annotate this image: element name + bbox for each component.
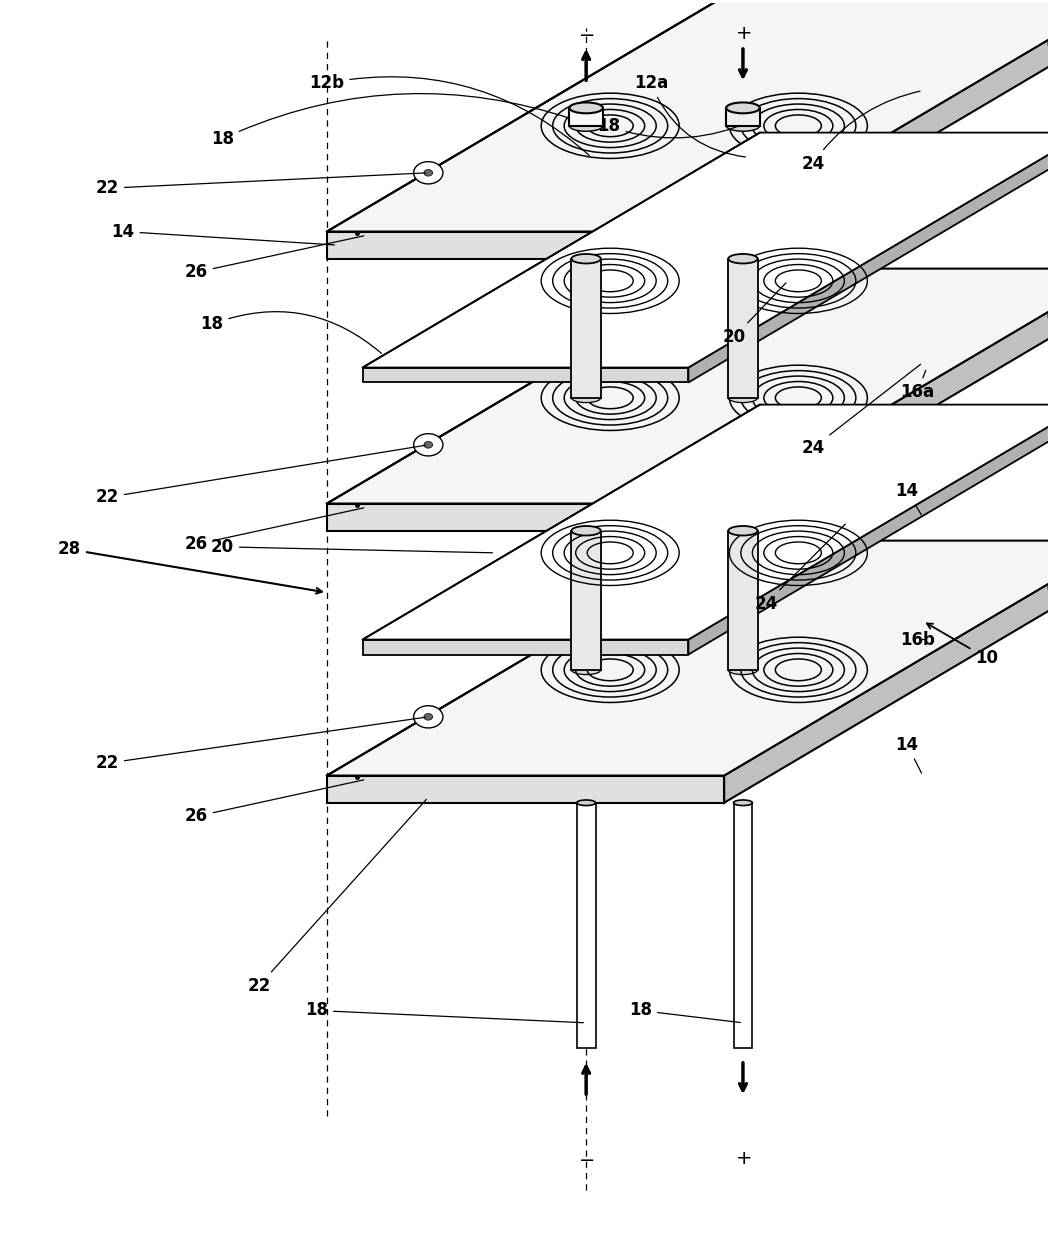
Text: 22: 22 (96, 173, 426, 197)
Polygon shape (327, 268, 1051, 503)
Polygon shape (327, 231, 724, 258)
Text: 26: 26 (185, 508, 364, 554)
Polygon shape (728, 258, 758, 397)
Ellipse shape (728, 525, 758, 535)
Ellipse shape (414, 161, 442, 184)
Text: 16a: 16a (901, 370, 934, 401)
Polygon shape (577, 802, 596, 1047)
Polygon shape (572, 258, 601, 397)
Text: 18: 18 (201, 312, 382, 353)
Polygon shape (688, 133, 1051, 383)
Polygon shape (327, 540, 1051, 775)
Text: 28: 28 (58, 540, 322, 594)
Text: 18: 18 (628, 1001, 740, 1022)
Ellipse shape (570, 120, 603, 132)
Polygon shape (363, 640, 688, 655)
Ellipse shape (1048, 576, 1051, 599)
Polygon shape (726, 108, 760, 125)
Text: 20: 20 (723, 283, 786, 345)
Polygon shape (572, 530, 601, 669)
Text: 14: 14 (111, 222, 334, 245)
Text: $+$: $+$ (735, 1149, 751, 1169)
Polygon shape (363, 405, 1051, 640)
Polygon shape (327, 0, 1051, 231)
Text: 20: 20 (211, 538, 493, 556)
Ellipse shape (570, 102, 603, 113)
Text: 22: 22 (96, 445, 426, 507)
Ellipse shape (1048, 304, 1051, 327)
Ellipse shape (726, 120, 760, 132)
Polygon shape (363, 133, 1051, 368)
Ellipse shape (728, 664, 758, 674)
Polygon shape (570, 108, 603, 125)
Ellipse shape (424, 169, 433, 176)
Polygon shape (327, 503, 724, 530)
Polygon shape (688, 405, 1051, 655)
Polygon shape (734, 802, 753, 1047)
Text: $-$: $-$ (578, 1149, 594, 1169)
Text: 24: 24 (755, 524, 845, 612)
Text: 18: 18 (305, 1001, 583, 1022)
Polygon shape (724, 540, 1051, 802)
Text: 24: 24 (801, 364, 921, 457)
Text: 26: 26 (185, 780, 364, 826)
Text: 14: 14 (895, 482, 922, 514)
Ellipse shape (734, 800, 753, 806)
Text: $-$: $-$ (578, 24, 594, 43)
Text: 10: 10 (927, 623, 998, 667)
Polygon shape (724, 0, 1051, 258)
Text: 22: 22 (96, 717, 426, 773)
Ellipse shape (728, 253, 758, 263)
Text: 14: 14 (895, 735, 922, 773)
Text: 26: 26 (185, 236, 364, 282)
Ellipse shape (1048, 32, 1051, 55)
Polygon shape (724, 268, 1051, 530)
Text: 16b: 16b (900, 631, 935, 648)
Ellipse shape (414, 433, 442, 456)
Ellipse shape (572, 253, 601, 263)
Ellipse shape (728, 392, 758, 402)
Text: 18: 18 (598, 118, 750, 138)
Ellipse shape (414, 705, 442, 728)
Text: $+$: $+$ (735, 24, 751, 43)
Text: 24: 24 (801, 91, 920, 173)
Text: 22: 22 (247, 800, 427, 995)
Text: 12a: 12a (634, 75, 745, 156)
Ellipse shape (577, 800, 596, 806)
Text: 18: 18 (211, 93, 573, 148)
Polygon shape (728, 530, 758, 669)
Polygon shape (327, 775, 724, 802)
Ellipse shape (572, 525, 601, 535)
Ellipse shape (424, 441, 433, 448)
Ellipse shape (572, 392, 601, 402)
Ellipse shape (572, 664, 601, 674)
Ellipse shape (424, 713, 433, 720)
Ellipse shape (726, 102, 760, 113)
Polygon shape (363, 368, 688, 383)
Text: 12b: 12b (309, 75, 590, 155)
